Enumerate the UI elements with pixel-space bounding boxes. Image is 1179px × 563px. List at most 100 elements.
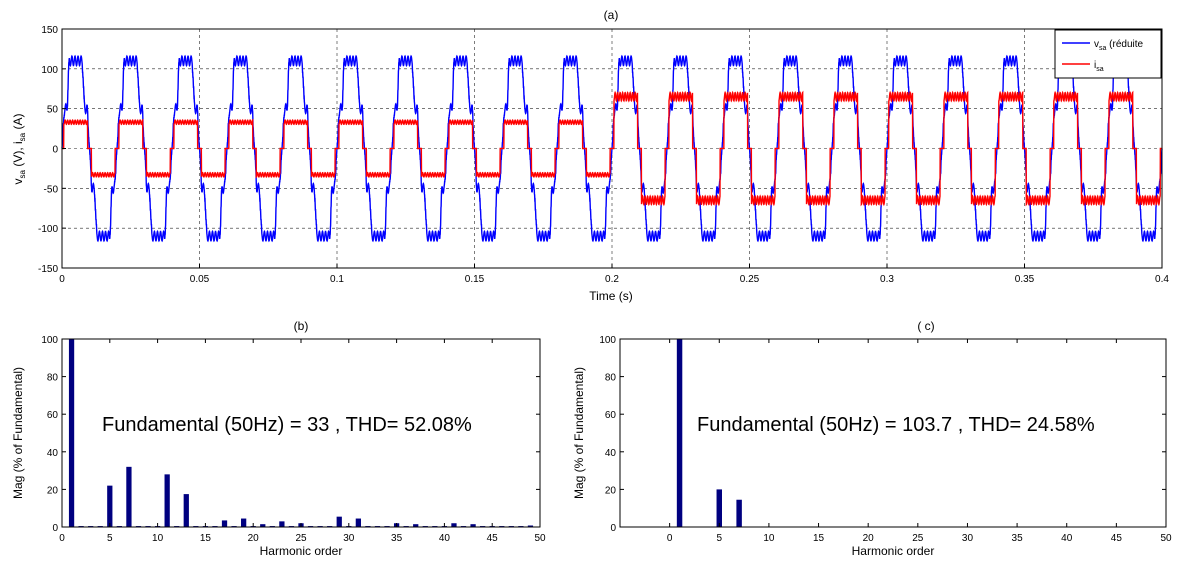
panel-b-ytick-label: 60 [47,410,59,421]
panel-b-bar [451,523,457,527]
panel-c-ytick-label: 60 [605,410,617,421]
panel-b-xtick-label: 30 [343,533,355,544]
ylabel-sub-sa2: sa [18,132,27,141]
panel-b-bar [241,518,247,527]
panel-b-bar [68,339,75,527]
legend: vsa (réduite isa [1054,29,1162,79]
panel-c-xtick-label: 5 [716,533,722,544]
panel-b-ytick-label: 20 [47,485,59,496]
panel-c-xtick-label: 35 [1012,533,1024,544]
panel-a-ylabel: vsa (V), isa (A) [11,114,27,185]
panel-a-ytick-label: 50 [47,105,59,116]
panel-a-time-plot: (a) 0 0.05 0.1 0.15 0.2 0.25 0.3 0.35 0.4 -150 -10… [11,8,1169,303]
legend-vsa-rest: (réduite [1106,39,1143,50]
panel-c-ytick-label: 20 [605,485,617,496]
ylabel-end: (A) [11,114,25,133]
panel-b-ytick-label: 40 [47,448,59,459]
legend-isa-sub: sa [1096,66,1104,73]
panel-b-ticks: 0 5 10 15 20 25 30 35 40 45 50 0 20 40 60 80 100 [41,335,546,544]
panel-a-ytick-label: -150 [38,264,58,275]
panel-b-bar [107,485,113,527]
panel-b-xtick-label: 5 [107,533,113,544]
panel-b-xtick-label: 50 [534,533,546,544]
panel-c-xtick-label: 50 [1160,533,1172,544]
panel-a-title: (a) [604,8,619,22]
panel-c-ytick-label: 0 [610,523,616,534]
panel-b-bar [221,520,228,527]
panel-a-xtick-label: 0 [59,274,65,285]
panel-b-bar [527,525,534,527]
panel-b-title: (b) [294,319,309,333]
panel-c-ytick-label: 100 [599,335,616,346]
ylabel-sub-sa: sa [18,169,27,178]
panel-c-ticks: 0 5 10 15 20 25 30 35 40 45 50 0 20 40 60 80 100 [599,335,1172,544]
panel-c-xtick-label: 10 [763,533,775,544]
panel-c-bar [736,499,742,527]
legend-label-isa: isa [1094,60,1104,73]
panel-c-annotation: Fundamental (50Hz) = 103.7 , THD= 24.58% [697,414,1095,436]
panel-a-xtick-label: 0.4 [1155,274,1169,285]
panel-b-ylabel: Mag (% of Fundamental) [11,367,25,499]
panel-b-xtick-label: 10 [152,533,164,544]
legend-isa-main: i [1094,60,1096,71]
panel-b-bar [279,521,285,527]
panel-b-ytick-label: 80 [47,373,59,384]
panel-a-series [61,54,1163,243]
panel-a-xtick-label: 0.15 [465,274,485,285]
panel-b-xtick-label: 40 [439,533,451,544]
panel-b-xtick-label: 45 [487,533,499,544]
panel-b-bar [336,516,342,527]
panel-c-ytick-label: 40 [605,448,617,459]
panel-a-xtick-label: 0.3 [880,274,894,285]
panel-c-xtick-label: 15 [813,533,825,544]
panel-c-xtick-label: 0 [667,533,673,544]
panel-a-ytick-label: 100 [41,65,58,76]
panel-b-annotation: Fundamental (50Hz) = 33 , THD= 52.08% [102,414,472,436]
panel-b-bar [260,524,266,527]
panel-c-xtick-label: 20 [863,533,875,544]
panel-c-spectrum: ( c) 0 5 10 15 20 25 30 35 40 45 50 0 20 40 60 80 100 Fu… [572,319,1172,558]
legend-vsa-main: v [1094,39,1099,50]
panel-c-ytick-label: 80 [605,373,617,384]
panel-b-spectrum: (b) 0 5 10 15 20 25 30 35 40 45 50 0 20 40 60 80 100 Fun… [11,319,546,558]
panel-c-xtick-label: 25 [912,533,924,544]
panel-c-bar [676,339,683,527]
panel-b-xtick-label: 20 [248,533,260,544]
panel-b-xlabel: Harmonic order [260,544,343,558]
panel-a-ytick-label: -50 [44,184,59,195]
panel-a-grid [62,29,1162,268]
panel-c-title: ( c) [917,319,934,333]
legend-box [1054,29,1162,79]
panel-c-frame [619,338,1167,528]
panel-a-ytick-label: 150 [41,25,58,36]
panel-a-xtick-label: 0.2 [605,274,619,285]
panel-a-ytick-label: -100 [38,224,58,235]
panel-a-xtick-label: 0.1 [330,274,344,285]
panel-b-xtick-label: 35 [391,533,403,544]
panel-b-xtick-label: 25 [295,533,307,544]
legend-vsa-sub: sa [1099,45,1107,52]
panel-a-xtick-label: 0.35 [1015,274,1035,285]
ylabel-v: v [11,178,25,184]
panel-c-xtick-label: 40 [1061,533,1073,544]
panel-b-bar [355,518,361,527]
panel-b-bar [164,474,170,527]
panel-c-ylabel: Mag (% of Fundamental) [572,367,586,499]
panel-c-bar [716,489,722,527]
ylabel-mid: (V), i [11,141,25,170]
panel-b-bar [126,466,132,527]
panel-b-xtick-label: 0 [59,533,65,544]
panel-b-ytick-label: 0 [52,523,58,534]
panel-a-xtick-label: 0.05 [190,274,210,285]
panel-b-bar [413,524,419,527]
panel-a-xlabel: Time (s) [589,289,633,303]
panel-c-bars [676,339,742,527]
series-isa-line [62,90,1162,207]
panel-a-ticks: 0 0.05 0.1 0.15 0.2 0.25 0.3 0.35 0.4 -150 -100 -50… [38,25,1169,285]
panel-b-ytick-label: 100 [41,335,58,346]
panel-c-xtick-label: 30 [962,533,974,544]
panel-a-xtick-label: 0.25 [740,274,760,285]
legend-label-vsa: vsa (réduite [1094,39,1144,52]
panel-b-bar [183,494,189,527]
